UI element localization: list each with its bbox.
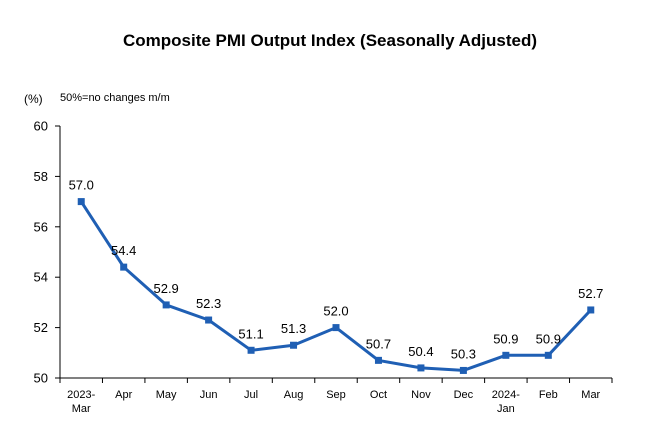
x-tick-label: Jun bbox=[200, 389, 218, 401]
series-markers bbox=[77, 198, 595, 374]
y-tick-label: 52 bbox=[34, 320, 48, 335]
chart-title: Composite PMI Output Index (Seasonally A… bbox=[122, 31, 538, 50]
y-tick-label: 50 bbox=[34, 371, 48, 386]
y-tick-label: 54 bbox=[34, 270, 48, 285]
data-point bbox=[290, 341, 298, 349]
x-axis-ticks: 2023-Mar Apr May Jun Jul Aug Sep Oct Nov Dec 2024-… bbox=[59, 378, 613, 415]
x-tick-label: Dec bbox=[454, 389, 474, 401]
x-tick-label: Apr bbox=[115, 389, 132, 401]
x-tick-label: Aug bbox=[284, 389, 304, 401]
data-labels: 57.0 54.4 52.9 52.3 51.1 51.3 52.0 50.7 50.4 50.3… bbox=[69, 178, 604, 362]
x-tick-label: Sep bbox=[326, 389, 346, 401]
data-point bbox=[120, 263, 128, 271]
x-tick-label: Feb bbox=[539, 389, 558, 401]
data-label: 57.0 bbox=[69, 178, 94, 193]
x-tick-label: Oct bbox=[370, 389, 387, 401]
axes bbox=[59, 126, 612, 379]
y-tick-label: 56 bbox=[34, 219, 48, 234]
data-point bbox=[587, 306, 595, 314]
data-label: 52.0 bbox=[323, 304, 348, 319]
x-tick-label: 2024-Jan bbox=[492, 389, 520, 415]
data-point bbox=[332, 324, 340, 332]
data-label: 50.9 bbox=[536, 331, 561, 346]
x-tick-label: 2023-Mar bbox=[67, 389, 95, 415]
x-tick-label: May bbox=[156, 389, 177, 401]
chart-note: 50%=no changes m/m bbox=[60, 92, 170, 104]
data-point bbox=[417, 364, 425, 372]
data-label: 51.1 bbox=[238, 326, 263, 341]
data-label: 50.9 bbox=[493, 331, 518, 346]
data-label: 52.3 bbox=[196, 296, 221, 311]
data-point bbox=[162, 301, 170, 309]
x-tick-label: Jul bbox=[244, 389, 258, 401]
data-label: 51.3 bbox=[281, 321, 306, 336]
data-point bbox=[502, 351, 510, 359]
data-label: 50.3 bbox=[451, 346, 476, 361]
x-tick-label: Mar bbox=[581, 389, 600, 401]
y-tick-label: 60 bbox=[34, 119, 48, 134]
data-label: 52.9 bbox=[153, 281, 178, 296]
data-point bbox=[247, 346, 255, 354]
data-point bbox=[459, 366, 467, 374]
data-point bbox=[205, 316, 213, 324]
data-label: 50.7 bbox=[366, 336, 391, 351]
y-tick-label: 58 bbox=[34, 169, 48, 184]
data-label: 54.4 bbox=[111, 243, 136, 258]
y-axis-ticks: 50 52 54 56 58 60 bbox=[34, 119, 60, 386]
data-point bbox=[77, 198, 85, 206]
y-axis-unit: (%) bbox=[24, 92, 43, 106]
data-point bbox=[374, 356, 382, 364]
x-tick-label: Nov bbox=[411, 389, 431, 401]
data-point bbox=[544, 351, 552, 359]
data-label: 50.4 bbox=[408, 344, 433, 359]
data-label: 52.7 bbox=[578, 286, 603, 301]
